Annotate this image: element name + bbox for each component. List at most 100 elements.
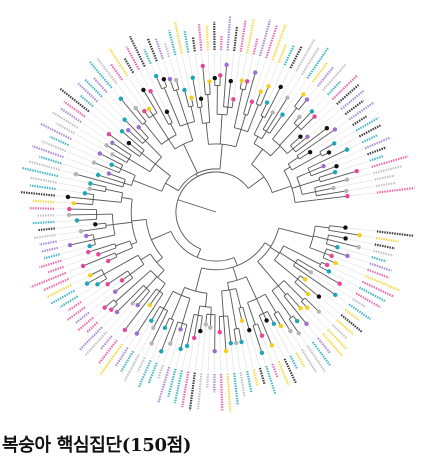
branch-arc xyxy=(252,323,258,326)
leaf-tip xyxy=(231,97,236,102)
leaf-label xyxy=(96,57,118,85)
branch-radial xyxy=(170,123,177,136)
guide-line xyxy=(70,260,109,279)
leaf-tip xyxy=(326,269,332,274)
leaf-label xyxy=(31,220,55,225)
branch-radial xyxy=(227,81,232,108)
branch-radial xyxy=(105,188,123,194)
branch-arc xyxy=(287,163,293,171)
leaf-label xyxy=(181,371,190,408)
root-branch xyxy=(177,199,217,213)
leaf-tip xyxy=(264,318,269,323)
branch-radial xyxy=(313,235,328,240)
leaf-tip xyxy=(66,212,72,218)
leaf-tip xyxy=(109,307,114,312)
branch-radial xyxy=(238,328,242,343)
leaf-tip xyxy=(309,109,315,114)
leaf-tip xyxy=(130,301,135,306)
branch-radial xyxy=(290,136,301,146)
leaf-tip xyxy=(266,84,271,89)
guide-line xyxy=(235,342,241,371)
branch-radial xyxy=(299,179,320,187)
guide-line xyxy=(72,139,100,154)
leaf-tip xyxy=(269,343,274,348)
guide-line xyxy=(307,293,336,319)
leaf-label xyxy=(239,19,247,53)
branch-radial xyxy=(152,115,169,140)
branch-arc xyxy=(122,179,126,188)
branch-radial xyxy=(149,291,160,306)
leaf-label xyxy=(128,35,146,67)
branch-radial xyxy=(124,119,146,141)
guide-line xyxy=(347,255,368,263)
branch-radial xyxy=(297,278,320,297)
leaf-label xyxy=(344,308,361,322)
branch-radial xyxy=(192,77,199,108)
guide-line xyxy=(328,137,358,153)
guide-line xyxy=(94,107,123,132)
branch-radial xyxy=(261,131,267,140)
branch-arc xyxy=(105,223,107,228)
leaf-label xyxy=(136,357,146,373)
leaf-label xyxy=(79,94,94,108)
leaf-label xyxy=(306,47,329,79)
branch-radial xyxy=(243,72,256,115)
leaf-label xyxy=(252,369,259,386)
leaf-label xyxy=(233,372,239,405)
branch-arc xyxy=(314,187,317,196)
leaf-tip xyxy=(344,147,350,152)
leaf-tip xyxy=(228,78,233,84)
leaf-tip xyxy=(102,305,107,310)
guide-line xyxy=(255,57,260,73)
leaf-label xyxy=(86,321,99,334)
leaf-tip xyxy=(191,335,197,341)
branch-radial xyxy=(269,246,280,254)
leaf-label xyxy=(99,335,113,351)
leaf-tip xyxy=(110,152,115,157)
leaf-tip xyxy=(324,262,330,268)
leaf-label xyxy=(147,362,158,384)
guide-line xyxy=(145,68,168,112)
leaf-label xyxy=(205,24,210,51)
leaf-label xyxy=(271,24,287,61)
leaf-tip xyxy=(119,278,125,283)
branch-radial xyxy=(223,64,228,107)
branch-radial xyxy=(129,264,145,275)
guide-line xyxy=(260,61,272,92)
branch-arc xyxy=(161,134,177,145)
leaf-label xyxy=(42,277,69,292)
guide-line xyxy=(230,343,235,372)
branch-radial xyxy=(151,310,169,344)
branch-arc xyxy=(114,252,118,258)
guide-line xyxy=(233,53,241,100)
branch-radial xyxy=(235,288,242,308)
branch-radial xyxy=(106,144,130,160)
guide-line xyxy=(225,351,228,372)
leaf-tip xyxy=(114,309,120,315)
branch-arc xyxy=(129,240,133,249)
guide-line xyxy=(334,120,348,130)
leaf-tip xyxy=(332,127,338,132)
leaf-label xyxy=(246,19,255,54)
guide-line xyxy=(103,98,125,120)
leaf-label xyxy=(32,199,55,204)
guide-line xyxy=(76,134,113,155)
branch-radial xyxy=(322,257,336,264)
leaf-tip xyxy=(95,172,101,178)
leaf-label xyxy=(19,190,55,197)
branch-radial xyxy=(73,202,93,205)
leaf-label xyxy=(191,36,196,52)
leaf-tip xyxy=(249,99,255,104)
leaf-label xyxy=(289,355,298,369)
branch-arc xyxy=(290,145,296,153)
branch-radial xyxy=(273,313,282,327)
branch-arc xyxy=(193,313,203,317)
guide-line xyxy=(335,262,364,276)
branch-radial xyxy=(328,229,360,236)
branch-radial xyxy=(294,282,309,295)
branch-radial xyxy=(114,277,134,293)
leaf-label xyxy=(376,230,414,237)
guide-line xyxy=(356,167,370,172)
leaf-tip xyxy=(258,89,263,94)
guide-line xyxy=(287,76,302,98)
